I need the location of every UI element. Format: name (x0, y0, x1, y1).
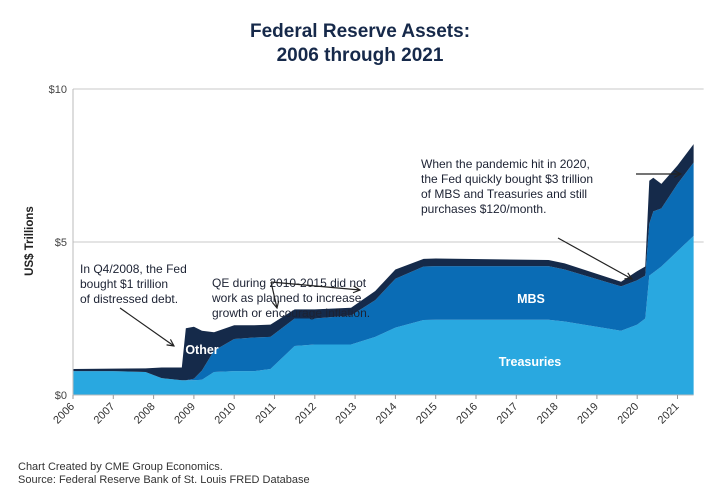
x-tick-label: 2011 (253, 401, 278, 426)
x-tick-label: 2012 (293, 401, 319, 427)
annotation-pandemic: purchases $120/month. (421, 202, 546, 216)
x-tick-label: 2017 (495, 401, 521, 427)
annotation-2008: of distressed debt. (80, 292, 178, 306)
x-tick-label: 2013 (333, 401, 359, 427)
x-tick-label: 2007 (92, 401, 118, 427)
x-tick-label: 2008 (132, 401, 158, 427)
annotation-pandemic: the Fed quickly bought $3 trillion (421, 172, 593, 186)
chart-title: Federal Reserve Assets: 2006 through 202… (0, 20, 720, 68)
area-treasuries (73, 235, 694, 395)
x-tick-label: 2021 (656, 401, 682, 427)
arrow-qe-2011-icon (270, 281, 277, 308)
x-tick-label: 2015 (414, 401, 440, 427)
footer-source: Source: Federal Reserve Bank of St. Loui… (18, 474, 310, 486)
y-tick-label: $10 (49, 84, 67, 96)
y-tick-label: $5 (55, 237, 67, 249)
series-label-treasuries: Treasuries (499, 355, 562, 369)
arrow-qe-2013-icon (270, 281, 360, 290)
annotation-qe: growth or encourage inflation. (212, 306, 370, 320)
series-label-other: Other (185, 343, 218, 357)
x-tick-label: 2014 (374, 401, 400, 427)
annotation-pandemic: When the pandemic hit in 2020, (421, 157, 590, 171)
x-tick-label: 2010 (213, 401, 239, 427)
footer-credit: Chart Created by CME Group Economics. (18, 461, 223, 473)
x-tick-label: 2006 (51, 401, 77, 427)
arrow-pandemic-2020-icon (557, 237, 632, 279)
x-tick-label: 2016 (454, 401, 480, 427)
annotation-qe: work as planned to increase (211, 291, 362, 305)
arrow-2008-icon (119, 307, 174, 346)
x-tick-label: 2019 (575, 401, 601, 427)
y-tick-label: $0 (55, 390, 67, 402)
x-tick-label: 2018 (535, 401, 561, 427)
footer: Chart Created by CME Group Economics. So… (18, 461, 310, 487)
title-line-2: 2006 through 2021 (276, 45, 444, 66)
series-label-mbs: MBS (517, 292, 545, 306)
x-tick-label: 2020 (616, 401, 642, 427)
annotation-pandemic: of MBS and Treasuries and still (421, 187, 587, 201)
x-tick-label: 2009 (172, 401, 198, 427)
annotation-2008: bought $1 trillion (80, 277, 168, 291)
annotation-qe: QE during 2010-2015 did not (212, 276, 367, 290)
title-line-1: Federal Reserve Assets: (249, 21, 471, 42)
annotation-2008: In Q4/2008, the Fed (80, 262, 187, 276)
area-mbs (73, 162, 694, 381)
